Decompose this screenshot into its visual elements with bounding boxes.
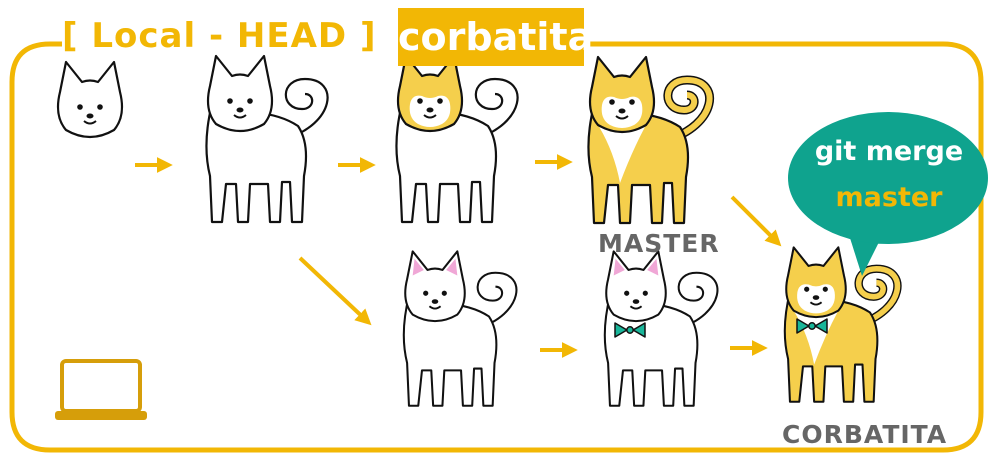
shiba-dog-icon — [205, 54, 329, 224]
shiba-dog-icon — [588, 57, 709, 223]
shiba-dog-icon — [402, 250, 518, 407]
master-label: MASTER — [598, 229, 720, 258]
bubble-command-text: git merge — [814, 136, 964, 167]
arrow-branch — [298, 256, 372, 326]
corbatita-label: CORBATITA — [782, 420, 948, 449]
merge-speech-bubble — [788, 112, 988, 276]
local-frame — [9, 41, 984, 453]
branch-name-badge: corbatita — [398, 8, 593, 66]
laptop-icon — [55, 359, 147, 420]
local-head-title: [ Local - HEAD ] — [62, 16, 377, 56]
shiba-dog-icon — [395, 54, 519, 224]
bubble-branch-text: master — [835, 182, 943, 213]
arrow-merge — [730, 195, 782, 247]
shiba-dog-icon — [56, 60, 124, 139]
